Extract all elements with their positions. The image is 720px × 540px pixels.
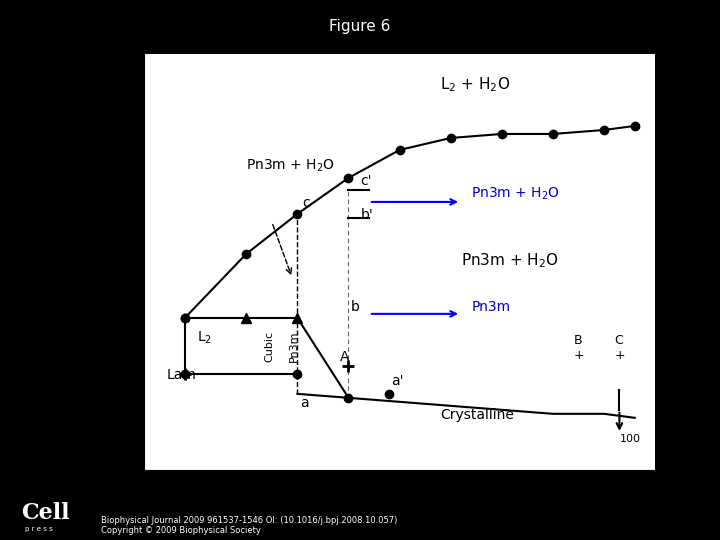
Text: Pn3m: Pn3m	[471, 300, 510, 314]
Text: Pn3m + H$_2$O: Pn3m + H$_2$O	[471, 186, 560, 202]
Text: L$_2$: L$_2$	[197, 329, 212, 346]
Y-axis label: Temperature / °C: Temperature / °C	[98, 190, 113, 334]
Text: L$_2$ + H$_2$O: L$_2$ + H$_2$O	[441, 75, 511, 94]
Text: c: c	[302, 196, 310, 210]
Text: Cell: Cell	[22, 502, 70, 524]
Text: Pn3m + H$_2$O: Pn3m + H$_2$O	[461, 251, 559, 270]
Text: Biophysical Journal 2009 961537-1546 OI: (10.1016/j.bpj.2008.10.057)
Copyright ©: Biophysical Journal 2009 961537-1546 OI:…	[101, 516, 397, 535]
Text: Figure 6: Figure 6	[329, 19, 391, 34]
Text: b: b	[351, 300, 359, 314]
Text: Lam: Lam	[166, 368, 197, 382]
Text: C
+: C +	[614, 334, 625, 362]
Text: a: a	[300, 396, 309, 410]
Text: Pn3m: Pn3m	[289, 330, 300, 362]
Text: A: A	[341, 350, 350, 365]
Text: Pn3m + H$_2$O: Pn3m + H$_2$O	[246, 158, 336, 174]
Text: Crystalline: Crystalline	[441, 408, 514, 422]
Text: Cubic: Cubic	[265, 330, 274, 362]
Text: a': a'	[392, 374, 404, 388]
X-axis label: wt % Water: wt % Water	[350, 498, 449, 513]
Text: B
+: B +	[573, 334, 584, 362]
Text: b': b'	[361, 208, 374, 222]
Text: 100: 100	[619, 434, 640, 444]
Text: p r e s s: p r e s s	[25, 526, 53, 532]
Text: c': c'	[361, 174, 372, 188]
